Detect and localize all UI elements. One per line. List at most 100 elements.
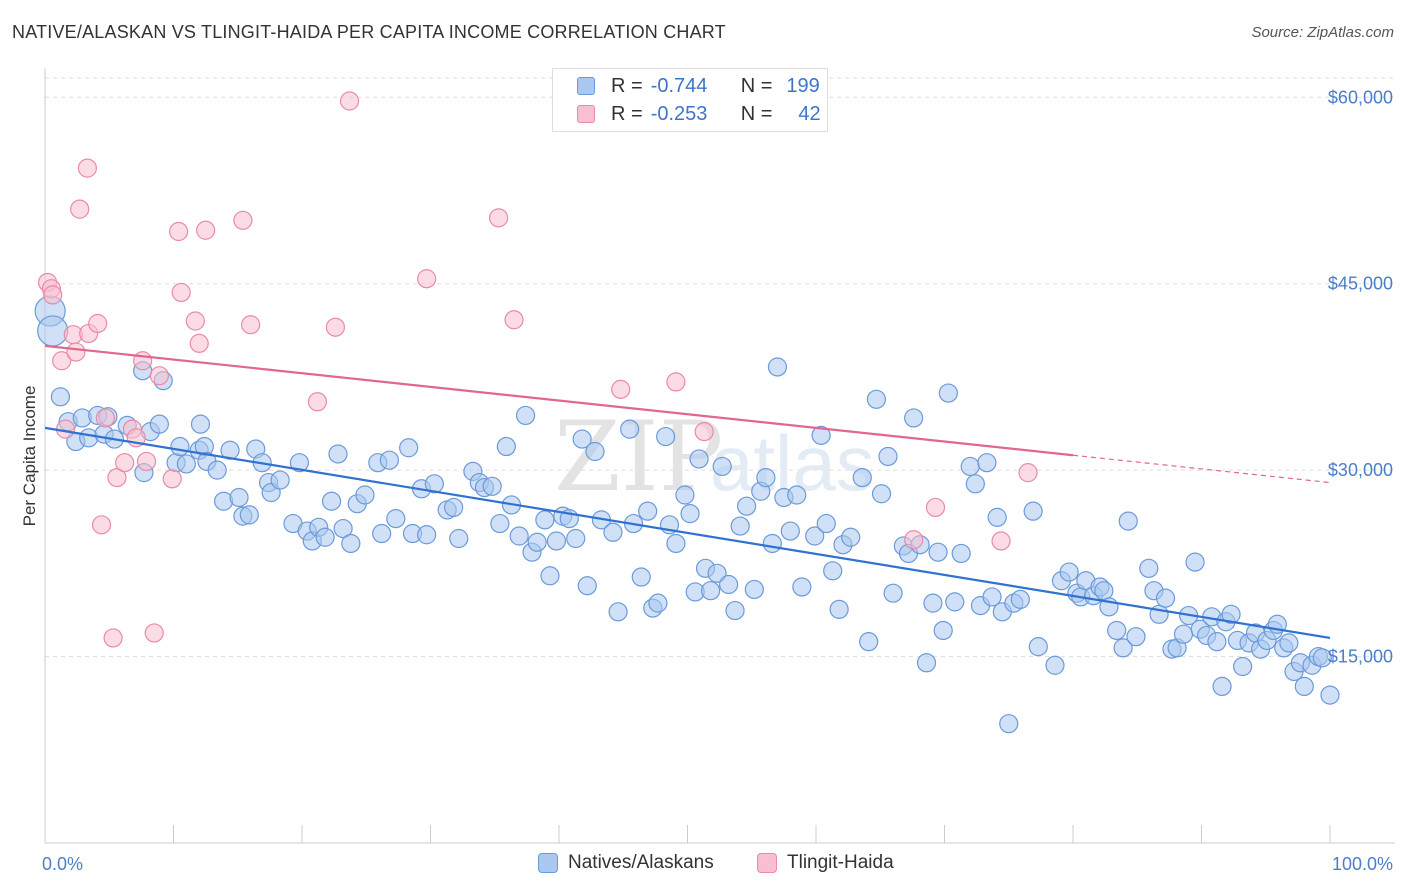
native-point <box>546 531 567 551</box>
native-point <box>239 505 259 525</box>
trend-lines <box>44 344 1331 640</box>
native-point <box>1094 581 1114 601</box>
x-tick-labels: 0.0% 100.0% <box>42 854 1393 874</box>
legend-r-value: -0.744 <box>650 74 708 97</box>
native-point <box>866 389 886 409</box>
native-point <box>535 510 555 530</box>
tlingit-point <box>185 311 205 331</box>
native-point <box>1059 562 1079 582</box>
native-point <box>811 425 831 445</box>
natives-trend-line <box>44 426 1331 640</box>
native-point <box>707 563 727 583</box>
native-point <box>1185 552 1205 572</box>
y-tick-label: $45,000 <box>1328 274 1393 294</box>
native-point <box>712 456 732 477</box>
native-point <box>527 532 547 552</box>
native-point <box>1028 637 1048 657</box>
native-point <box>852 468 872 488</box>
native-point <box>341 533 361 554</box>
native-point <box>965 474 985 494</box>
native-point <box>933 620 953 641</box>
legend-swatch-tlingit <box>577 105 595 123</box>
source-label: Source: ZipAtlas.com <box>1251 24 1394 41</box>
native-point <box>859 632 879 652</box>
native-point <box>386 509 406 529</box>
native-point <box>923 593 943 613</box>
native-point <box>719 574 739 595</box>
legend-row-natives: R = -0.744 N = 199 <box>553 73 820 99</box>
tlingit-point <box>504 310 524 330</box>
native-point <box>1221 604 1241 624</box>
native-point <box>631 567 651 587</box>
native-point <box>417 525 437 545</box>
native-point <box>1010 589 1030 610</box>
native-point <box>333 518 353 539</box>
legend-r-label: R = <box>611 74 643 97</box>
native-point <box>1279 633 1299 653</box>
legend-n-value: 42 <box>798 102 821 125</box>
native-point <box>737 496 757 516</box>
native-point <box>871 484 892 504</box>
x-tick-label: 0.0% <box>42 854 83 874</box>
native-point <box>170 436 190 457</box>
chart-title: NATIVE/ALASKAN VS TLINGIT-HAIDA PER CAPI… <box>12 22 726 42</box>
tlingit-point <box>91 515 112 535</box>
native-point <box>829 599 849 619</box>
native-point <box>762 533 782 554</box>
native-point <box>328 444 348 464</box>
correlation-legend: R = -0.744 N = 199 R = -0.253 N = 42 <box>552 68 828 132</box>
native-point <box>496 436 516 457</box>
native-point <box>904 408 924 428</box>
legend-item-tlingit[interactable]: Tlingit-Haida <box>757 852 894 874</box>
native-point <box>315 527 335 547</box>
native-point <box>321 491 342 511</box>
tlingit-point <box>107 468 127 488</box>
native-point <box>1173 624 1194 644</box>
tlingit-point <box>694 422 714 442</box>
native-point <box>424 474 444 494</box>
legend-n-value: 199 <box>786 74 820 97</box>
tlingit-point <box>307 392 328 412</box>
legend-n-label: N = <box>740 74 773 97</box>
native-point <box>1320 685 1340 705</box>
native-point <box>756 468 776 488</box>
tlingit-point <box>136 451 157 472</box>
tlingit-point <box>149 366 169 386</box>
native-point <box>725 600 745 621</box>
legend-item-natives[interactable]: Natives/Alaskans <box>538 852 714 874</box>
y-axis-label: Per Capita Income <box>20 386 39 527</box>
legend-swatch-natives <box>538 853 558 873</box>
native-point <box>372 523 392 544</box>
native-point <box>603 522 623 542</box>
native-point <box>999 714 1019 734</box>
tlingit-point <box>77 158 98 178</box>
native-point <box>792 577 812 597</box>
native-point <box>444 497 464 518</box>
native-point <box>1113 638 1133 658</box>
tlingit-point <box>417 269 437 289</box>
tlingit-point <box>339 91 360 111</box>
native-point <box>449 528 469 549</box>
native-point <box>620 419 640 439</box>
legend-r-label: R = <box>611 102 643 125</box>
native-point <box>229 487 249 508</box>
tlingit-point <box>70 199 90 219</box>
native-point <box>689 449 709 469</box>
native-point <box>1233 656 1253 677</box>
native-point <box>220 440 240 460</box>
native-point <box>1118 511 1138 531</box>
tlingit-point <box>52 351 72 371</box>
native-point <box>190 414 211 434</box>
tlingit-point <box>171 282 191 303</box>
native-point <box>883 583 903 603</box>
native-point <box>744 579 764 600</box>
tlingit-point <box>233 210 253 230</box>
native-point <box>823 561 843 581</box>
axes <box>44 68 1395 844</box>
native-point <box>648 593 668 613</box>
tlingit-point <box>925 497 946 518</box>
native-point <box>566 528 586 549</box>
tlingit-point <box>196 220 216 240</box>
native-point <box>50 387 71 407</box>
